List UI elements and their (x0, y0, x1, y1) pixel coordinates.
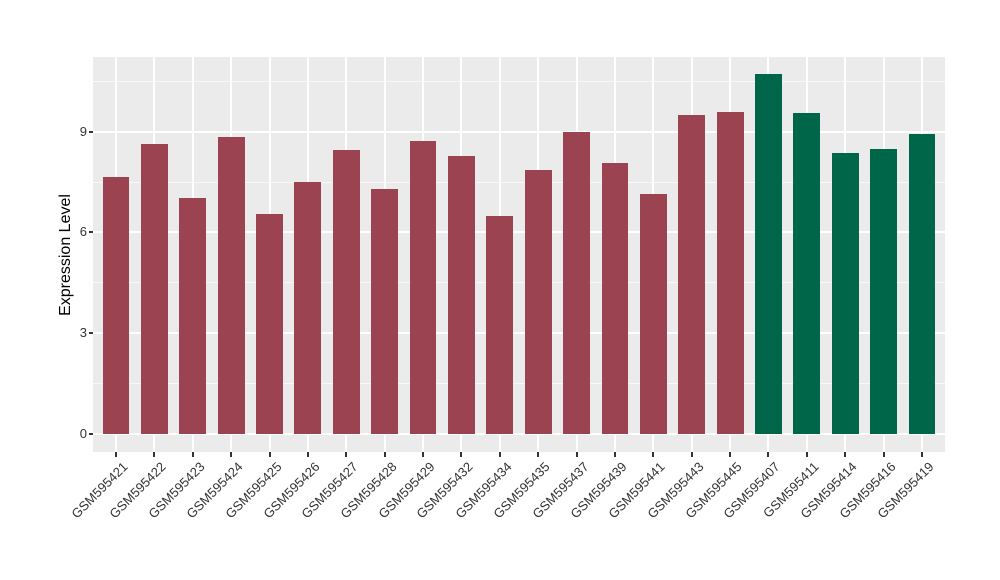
x-tick-mark (115, 452, 118, 457)
y-axis-title-box: Expression Level (54, 57, 78, 452)
y-tick-mark (89, 433, 93, 435)
x-tick-mark (537, 452, 540, 457)
x-tick-mark (460, 452, 463, 457)
x-tick-mark (882, 452, 885, 457)
bar-GSM595425 (256, 214, 283, 434)
y-tick-label: 6 (79, 224, 87, 240)
x-tick-mark (230, 452, 233, 457)
bar-GSM595421 (102, 176, 130, 434)
y-tick-mark (89, 130, 93, 133)
bar-GSM595443 (678, 114, 706, 434)
bar-GSM595422 (140, 144, 168, 434)
x-tick-mark (844, 452, 847, 457)
x-tick-mark (306, 452, 309, 457)
y-tick-mark (89, 231, 93, 234)
y-tick-label: 9 (79, 123, 87, 139)
x-tick-mark (805, 452, 808, 457)
x-tick-mark (613, 452, 616, 457)
bar-GSM595414 (831, 153, 859, 434)
x-tick-mark (498, 452, 501, 457)
x-tick-mark (383, 452, 386, 457)
x-tick-mark (345, 452, 348, 457)
bar-GSM595435 (524, 170, 552, 434)
bar-GSM595437 (563, 132, 590, 434)
bar-GSM595424 (217, 136, 245, 434)
bar-GSM595439 (601, 162, 629, 434)
x-tick-mark (920, 452, 923, 457)
gridline-minor-y (93, 383, 945, 385)
x-tick-mark (153, 452, 156, 457)
bar-GSM595428 (371, 188, 399, 434)
bar-GSM595434 (486, 216, 514, 434)
x-tick-mark (422, 452, 425, 457)
gridline-minor-y (93, 181, 945, 183)
gridline-major-y (93, 332, 945, 335)
gridline-major-y (93, 130, 945, 133)
bar-GSM595423 (179, 197, 207, 434)
x-tick-mark (268, 452, 271, 457)
gridline-major-y (93, 433, 945, 435)
x-tick-mark (729, 452, 732, 457)
bar-GSM595411 (793, 112, 821, 434)
plot-panel (93, 57, 945, 452)
x-tick-mark (575, 452, 578, 457)
gridline-minor-y (93, 80, 945, 82)
bar-GSM595427 (332, 149, 360, 434)
x-tick-mark (652, 452, 655, 457)
gridline-minor-y (93, 282, 945, 284)
bar-GSM595426 (294, 182, 322, 434)
y-tick-mark (89, 332, 93, 335)
bar-GSM595445 (716, 111, 744, 434)
y-axis-title: Expression Level (57, 193, 74, 316)
bar-GSM595419 (908, 134, 936, 434)
y-tick-label: 3 (79, 325, 87, 341)
bar-GSM595416 (870, 148, 898, 434)
y-tick-label: 0 (79, 426, 87, 441)
bar-GSM595432 (448, 155, 475, 434)
x-tick-mark (767, 452, 770, 457)
x-tick-mark (191, 452, 194, 457)
x-tick-mark (690, 452, 693, 457)
bar-GSM595407 (755, 74, 782, 434)
bar-GSM595429 (409, 140, 437, 434)
gridline-major-y (93, 231, 945, 234)
bar-GSM595441 (639, 194, 667, 434)
